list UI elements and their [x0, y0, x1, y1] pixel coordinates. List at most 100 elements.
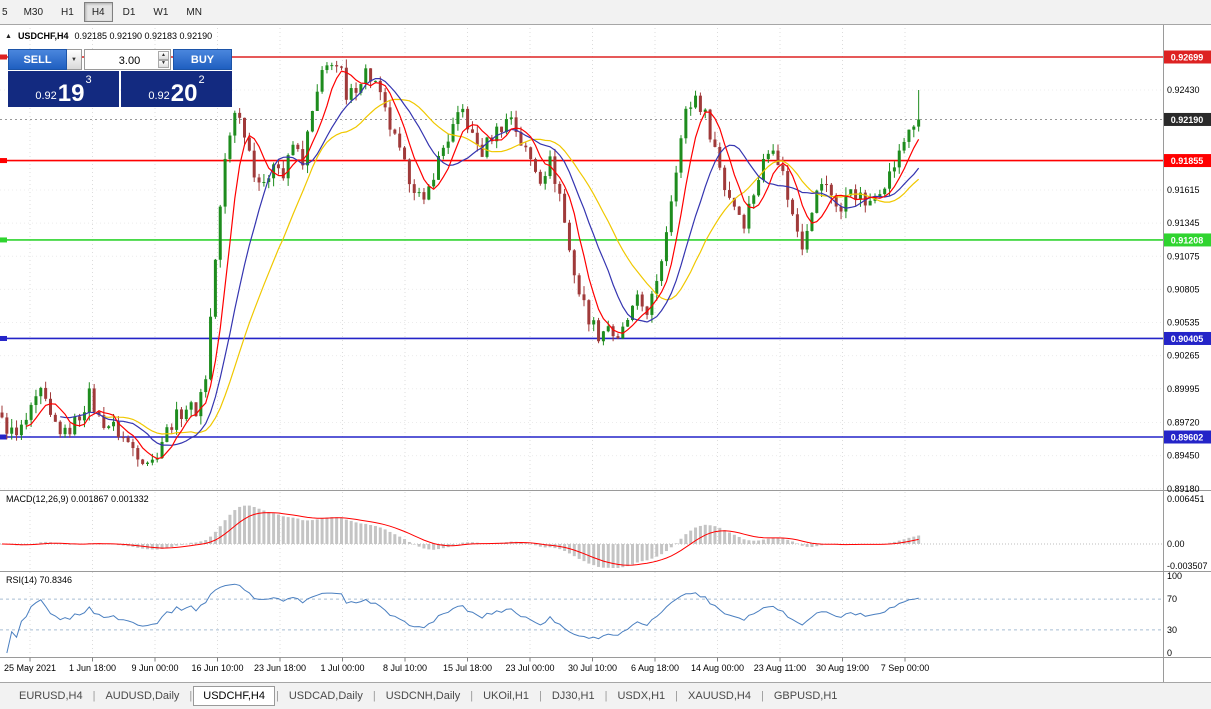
- svg-text:7 Sep 00:00: 7 Sep 00:00: [881, 663, 930, 673]
- sell-price-base: 0.92: [35, 90, 57, 102]
- svg-text:0.90405: 0.90405: [1171, 334, 1204, 344]
- chart-ohlc-label: 0.92185 0.92190 0.92183 0.92190: [74, 31, 213, 41]
- tab-separator: |: [538, 690, 542, 702]
- chart-tab-gbpusd-h1[interactable]: GBPUSD,H1: [773, 690, 838, 702]
- chart-tab-eurusd-h4[interactable]: EURUSD,H4: [19, 690, 83, 702]
- macd-pane: [0, 505, 1163, 568]
- buy-price-base: 0.92: [148, 90, 170, 102]
- sell-price-display[interactable]: 0.92 19 3: [8, 71, 119, 107]
- tab-separator: |: [276, 690, 279, 702]
- svg-text:30 Jul 10:00: 30 Jul 10:00: [568, 663, 617, 673]
- timeframe-button-m30[interactable]: M30: [16, 2, 51, 22]
- svg-text:0.92699: 0.92699: [1171, 53, 1204, 63]
- svg-text:0.89180: 0.89180: [1167, 484, 1200, 494]
- svg-text:15 Jul 18:00: 15 Jul 18:00: [443, 663, 492, 673]
- svg-text:0.91075: 0.91075: [1167, 251, 1200, 261]
- collapse-panel-icon[interactable]: ▲: [5, 32, 12, 40]
- svg-text:23 Aug 11:00: 23 Aug 11:00: [754, 663, 806, 673]
- chart-tab-usdcad-daily[interactable]: USDCAD,Daily: [288, 690, 363, 702]
- rsi-label: RSI(14) 70.8346: [6, 575, 73, 585]
- svg-text:0: 0: [1167, 648, 1172, 658]
- svg-text:100: 100: [1167, 571, 1182, 581]
- chart-symbol-label: USDCHF,H4: [17, 31, 69, 41]
- chart-tab-dj30-h1[interactable]: DJ30,H1: [551, 690, 595, 702]
- svg-text:0.89720: 0.89720: [1167, 418, 1200, 428]
- svg-text:0.90805: 0.90805: [1167, 284, 1200, 294]
- arrow-down-icon: ▼: [161, 60, 166, 67]
- tab-separator: |: [92, 690, 96, 702]
- grid-lines: [0, 28, 1163, 653]
- svg-text:23 Jul 00:00: 23 Jul 00:00: [505, 663, 554, 673]
- svg-text:0.91345: 0.91345: [1167, 218, 1200, 228]
- volume-input[interactable]: [85, 50, 184, 71]
- chart-tab-xauusd-h4[interactable]: XAUUSD,H4: [688, 690, 751, 702]
- chart-tab-usdx-h1[interactable]: USDX,H1: [617, 690, 666, 702]
- chart-tab-audusd-daily[interactable]: AUDUSD,Daily: [105, 690, 180, 702]
- timeframe-toolbar: 5 M30 H1 H4 D1 W1 MN: [0, 0, 1211, 25]
- one-click-trading-panel: SELL ▼ ▲ ▼ BUY 0.92 19 3 0.92 20 2: [8, 49, 232, 107]
- svg-text:9 Jun 00:00: 9 Jun 00:00: [131, 663, 178, 673]
- tab-separator: |: [760, 690, 764, 702]
- volume-stepper: ▲ ▼: [84, 49, 184, 71]
- buy-price-sup: 2: [198, 74, 205, 86]
- svg-text:-0.003507: -0.003507: [1167, 561, 1208, 571]
- timeframe-button-h4[interactable]: H4: [83, 2, 113, 22]
- order-options-dropdown[interactable]: ▼: [67, 49, 82, 70]
- svg-text:0.90535: 0.90535: [1167, 318, 1200, 328]
- buy-price-big: 20: [170, 79, 198, 107]
- svg-text:0.92190: 0.92190: [1171, 115, 1204, 125]
- chart-tab-usdcnh-daily[interactable]: USDCNH,Daily: [385, 690, 461, 702]
- chevron-down-icon: ▼: [71, 56, 77, 63]
- chart-tab-usdchf-h4[interactable]: USDCHF,H4: [193, 686, 275, 706]
- svg-text:0.006451: 0.006451: [1167, 494, 1205, 504]
- svg-text:0.90265: 0.90265: [1167, 351, 1200, 361]
- svg-text:23 Jun 18:00: 23 Jun 18:00: [254, 663, 306, 673]
- timeframe-button-d1[interactable]: D1: [115, 2, 144, 22]
- candlestick-series: [0, 59, 921, 467]
- svg-text:6 Aug 18:00: 6 Aug 18:00: [631, 663, 679, 673]
- svg-text:0.89602: 0.89602: [1171, 433, 1204, 443]
- svg-text:0.91855: 0.91855: [1171, 156, 1204, 166]
- sell-button[interactable]: SELL: [8, 49, 67, 70]
- svg-text:30 Aug 19:00: 30 Aug 19:00: [816, 663, 869, 673]
- svg-text:16 Jun 10:00: 16 Jun 10:00: [191, 663, 243, 673]
- chart-tab-ukoil-h1[interactable]: UKOil,H1: [483, 690, 529, 702]
- svg-text:8 Jul 10:00: 8 Jul 10:00: [383, 663, 427, 673]
- timeframe-button-5[interactable]: 5: [0, 2, 14, 22]
- svg-text:0.92430: 0.92430: [1167, 85, 1200, 95]
- tab-separator: |: [604, 690, 608, 702]
- volume-down-button[interactable]: ▼: [158, 59, 169, 68]
- arrow-up-icon: ▲: [161, 51, 166, 58]
- time-axis[interactable]: 25 May 2021 1 Jun 18:00 9 Jun 00:00 16 Jun …: [4, 657, 930, 674]
- svg-text:1 Jun 18:00: 1 Jun 18:00: [69, 663, 116, 673]
- sell-price-big: 19: [57, 79, 85, 107]
- timeframe-button-mn[interactable]: MN: [178, 2, 210, 22]
- svg-text:0.91208: 0.91208: [1171, 235, 1204, 245]
- chart-tabs-bar: EURUSD,H4 | AUDUSD,Daily | USDCHF,H4 | USDCAD,…: [0, 682, 1211, 709]
- volume-up-button[interactable]: ▲: [158, 51, 169, 60]
- macd-label: MACD(12,26,9) 0.001867 0.001332: [6, 494, 149, 504]
- tab-separator: |: [372, 690, 376, 702]
- tab-separator: |: [675, 690, 679, 702]
- tab-separator: |: [470, 690, 474, 702]
- svg-text:70: 70: [1167, 594, 1177, 604]
- moving-average-lines: [26, 70, 920, 460]
- svg-text:1 Jul 00:00: 1 Jul 00:00: [320, 663, 364, 673]
- panel-separators: [0, 24, 1211, 682]
- svg-text:30: 30: [1167, 625, 1177, 635]
- svg-text:0.89450: 0.89450: [1167, 451, 1200, 461]
- price-scale-axis[interactable]: 0.92430 0.91615 0.91345 0.91075 0.90805 0.905…: [1164, 50, 1211, 659]
- buy-price-display[interactable]: 0.92 20 2: [121, 71, 232, 107]
- svg-text:0.89995: 0.89995: [1167, 384, 1200, 394]
- rsi-pane: [0, 583, 1163, 654]
- timeframe-button-w1[interactable]: W1: [145, 2, 176, 22]
- chart-canvas[interactable]: 0.92430 0.91615 0.91345 0.91075 0.90805 0.905…: [0, 0, 1211, 682]
- tab-separator: |: [189, 690, 193, 702]
- chart-header: ▲ USDCHF,H4 0.92185 0.92190 0.92183 0.92…: [5, 31, 212, 41]
- timeframe-button-h1[interactable]: H1: [53, 2, 82, 22]
- svg-text:14 Aug 00:00: 14 Aug 00:00: [691, 663, 744, 673]
- svg-text:0.00: 0.00: [1167, 539, 1185, 549]
- svg-text:0.91615: 0.91615: [1167, 185, 1200, 195]
- svg-text:25 May 2021: 25 May 2021: [4, 663, 56, 673]
